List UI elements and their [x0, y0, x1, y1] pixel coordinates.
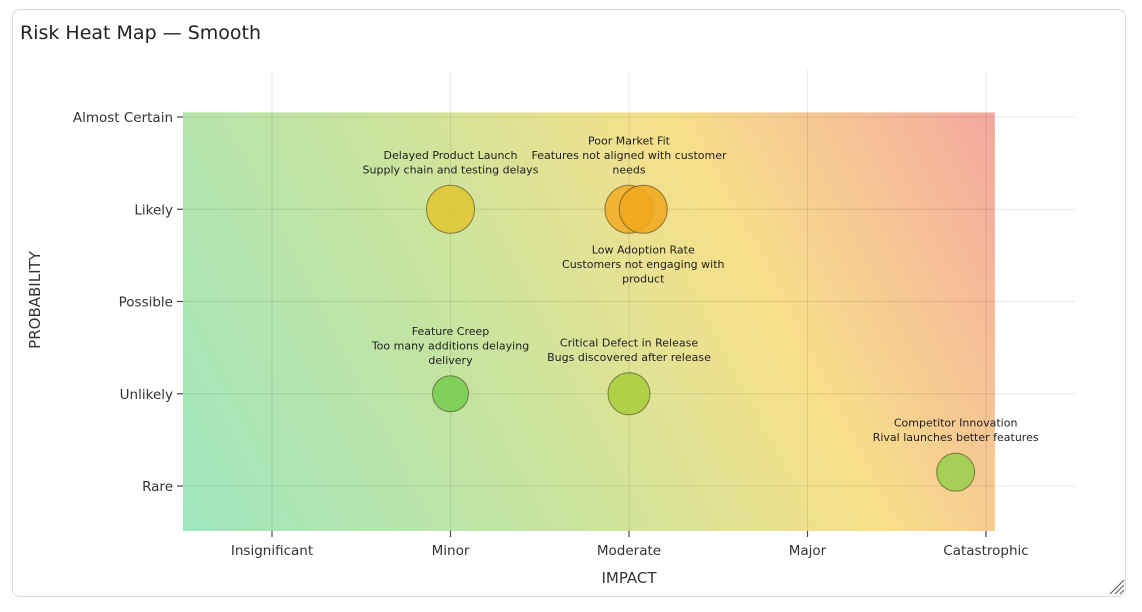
risk-name-label: Delayed Product Launch [384, 149, 518, 162]
y-tick-label: Rare [142, 479, 173, 495]
y-tick-label: Possible [119, 295, 173, 311]
risk-description-label: Bugs discovered after release [547, 351, 711, 364]
resize-handle-icon[interactable] [1107, 577, 1125, 595]
risk-name-label: Low Adoption Rate [592, 243, 695, 256]
risk-description-label: needs [612, 163, 645, 176]
y-tick-label: Unlikely [120, 387, 173, 403]
x-tick-label: Insignificant [231, 543, 313, 559]
x-tick-label: Minor [432, 543, 470, 559]
y-tick-label: Almost Certain [73, 110, 173, 126]
risk-description-label: Rival launches better features [873, 431, 1039, 444]
risk-description-label: Features not aligned with customer [532, 149, 727, 162]
risk-name-label: Competitor Innovation [894, 417, 1018, 430]
x-tick-label: Major [789, 543, 827, 559]
x-tick-label: Moderate [597, 543, 661, 559]
risk-description-label: Supply chain and testing delays [363, 163, 539, 176]
heat-gradient [183, 112, 995, 531]
chart-title: Risk Heat Map — Smooth [20, 22, 262, 44]
risk-name-label: Feature Creep [412, 325, 490, 338]
risk-name-label: Poor Market Fit [588, 134, 671, 147]
risk-bubble[interactable] [607, 372, 651, 416]
risk-description-label: delivery [428, 354, 473, 367]
x-axis-title: IMPACT [601, 569, 657, 587]
risk-bubble[interactable] [426, 184, 475, 234]
y-axis-title: PROBABILITY [26, 250, 44, 348]
x-tick-label: Catastrophic [943, 543, 1028, 559]
risk-bubble[interactable] [618, 184, 668, 234]
risk-description-label: Too many additions delaying [371, 339, 529, 352]
risk-bubble[interactable] [432, 375, 469, 413]
risk-description-label: product [622, 272, 665, 285]
y-tick-label: Likely [134, 202, 173, 218]
risk-description-label: Customers not engaging with [562, 258, 724, 271]
risk-name-label: Critical Defect in Release [560, 336, 698, 349]
risk-bubble[interactable] [936, 452, 976, 492]
